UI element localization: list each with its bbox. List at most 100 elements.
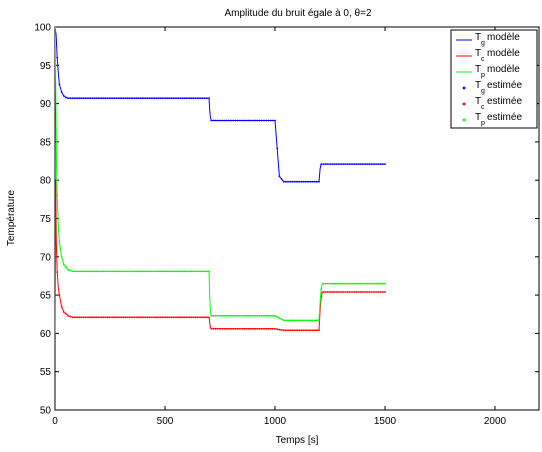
series-point <box>282 329 285 332</box>
series-point <box>89 316 92 319</box>
series-point <box>241 314 243 317</box>
series-point <box>113 270 116 273</box>
y-tick-label: 70 <box>40 252 52 263</box>
series-point <box>106 270 109 273</box>
series-point <box>148 270 151 273</box>
series-point <box>368 282 371 285</box>
series-point <box>69 269 72 272</box>
series-point <box>155 97 158 100</box>
series-point <box>298 180 301 183</box>
series-point <box>58 240 61 243</box>
legend-label-suffix: modèle <box>487 48 520 59</box>
series-point <box>126 270 129 273</box>
series-point <box>161 270 164 273</box>
series-point <box>223 314 226 317</box>
series-point <box>236 314 239 317</box>
legend-label-suffix: estimée <box>487 80 522 91</box>
series-point <box>366 291 369 293</box>
series-point <box>124 316 127 319</box>
series-point <box>186 270 188 273</box>
legend-label-suffix: modèle <box>487 32 520 43</box>
series-point <box>137 270 140 273</box>
series-point <box>274 119 276 122</box>
series-point <box>161 316 164 319</box>
series-point <box>236 119 239 122</box>
series-point <box>252 314 254 317</box>
series-point <box>120 316 122 319</box>
series-point <box>115 316 118 319</box>
series-point <box>364 163 367 166</box>
legend-swatch-dot <box>462 118 466 122</box>
series-point <box>128 270 131 273</box>
series-point <box>177 270 180 273</box>
legend-label-main: T <box>475 112 481 123</box>
series-point <box>150 270 153 273</box>
series-point <box>100 270 103 273</box>
series-point <box>335 291 338 293</box>
series-point <box>76 97 78 100</box>
series-point <box>302 329 305 332</box>
series-point <box>232 314 235 317</box>
series-point <box>93 97 96 100</box>
series-point <box>157 97 160 100</box>
series-point <box>214 314 217 317</box>
series-point <box>355 291 358 293</box>
series-point <box>98 316 100 319</box>
series-point <box>375 282 378 285</box>
series-point <box>133 97 136 100</box>
series-point <box>362 282 364 285</box>
series-point <box>208 316 210 319</box>
series-point <box>78 316 81 319</box>
series-point <box>318 180 320 183</box>
series-point <box>65 266 67 268</box>
series-point <box>188 270 191 273</box>
series-point <box>153 316 155 319</box>
series-point <box>117 316 120 319</box>
series-point <box>117 97 120 100</box>
series-point <box>150 97 153 100</box>
series-point <box>318 319 320 322</box>
legend-label-sub: p <box>481 72 485 79</box>
series-point <box>296 329 298 332</box>
series-point <box>381 163 384 166</box>
series-point <box>232 119 235 122</box>
legend-label-suffix: estimée <box>487 96 522 107</box>
series-point <box>331 282 334 285</box>
series-point <box>159 270 162 273</box>
series-point <box>364 291 367 293</box>
series-point <box>377 163 380 166</box>
series-point <box>384 282 386 285</box>
series-point <box>353 282 356 285</box>
series-point <box>216 314 219 317</box>
series-point <box>267 314 270 317</box>
series-point <box>265 327 268 330</box>
series-point <box>219 327 221 330</box>
y-tick-label: 100 <box>34 23 51 34</box>
series-point <box>78 270 81 273</box>
series-point <box>128 97 131 100</box>
series-point <box>335 282 338 285</box>
series-point <box>348 163 351 166</box>
series-point <box>109 97 111 100</box>
legend-label-sub: g <box>481 88 485 95</box>
series-point <box>379 282 382 285</box>
series-point <box>370 163 373 166</box>
series-point <box>254 119 257 122</box>
series-point <box>271 119 274 122</box>
series-point <box>142 270 144 273</box>
series-point <box>69 315 72 318</box>
series-point <box>263 327 265 330</box>
series-point <box>315 319 318 322</box>
x-tick-label: 1500 <box>374 416 397 427</box>
series-point <box>131 97 133 100</box>
series-point <box>60 305 63 308</box>
series-point <box>80 97 83 100</box>
series-point <box>249 119 252 122</box>
series-point <box>282 180 285 183</box>
series-point <box>205 316 208 319</box>
series-point <box>357 291 360 293</box>
